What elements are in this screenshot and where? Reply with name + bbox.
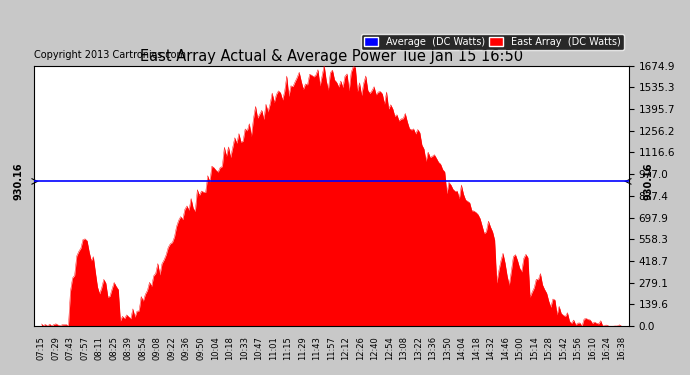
- Text: 930.16: 930.16: [643, 163, 653, 200]
- Title: East Array Actual & Average Power Tue Jan 15 16:50: East Array Actual & Average Power Tue Ja…: [140, 50, 523, 64]
- Legend: Average  (DC Watts), East Array  (DC Watts): Average (DC Watts), East Array (DC Watts…: [361, 34, 624, 50]
- Text: Copyright 2013 Cartronics.com: Copyright 2013 Cartronics.com: [34, 50, 186, 60]
- Text: 930.16: 930.16: [14, 163, 24, 200]
